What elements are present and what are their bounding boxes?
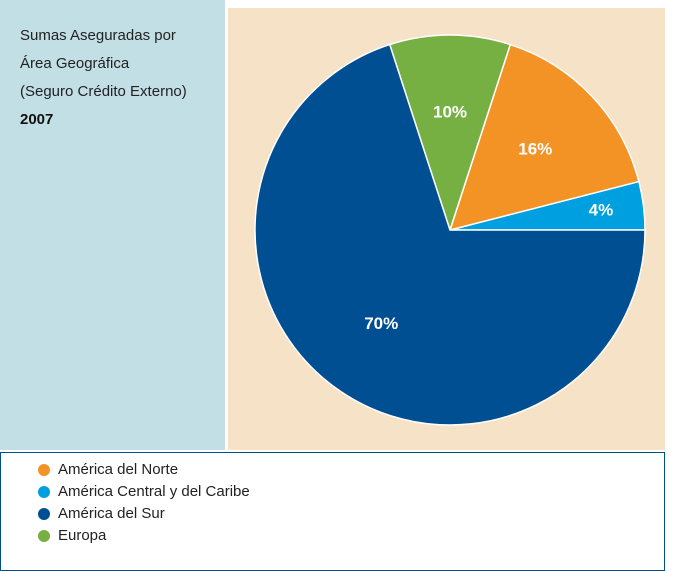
legend: América del Norte América Central y del C… — [38, 461, 250, 544]
pie-slice — [254, 43, 646, 426]
pie: 4% 16% 10% 70% — [254, 34, 646, 426]
chart-title: (Seguro Crédito Externo) — [20, 83, 187, 100]
legend-swatch — [38, 464, 50, 476]
legend-label: América del Norte — [58, 461, 178, 478]
data-label: 70% — [364, 314, 398, 333]
data-label: 16% — [518, 139, 552, 158]
legend-label: Europa — [58, 527, 107, 544]
pie-slice — [388, 34, 512, 233]
legend-swatch — [38, 530, 50, 542]
chart-subtitle: 2007 — [20, 111, 53, 128]
data-label: 4% — [589, 200, 614, 219]
legend-swatch — [38, 508, 50, 520]
legend-label: América Central y del Caribe — [58, 483, 250, 500]
legend-swatch — [38, 486, 50, 498]
side-panel — [0, 0, 225, 450]
legend-box — [0, 452, 665, 571]
chart-title: Área Geográfica — [20, 55, 130, 72]
chart-title: Sumas Aseguradas por — [20, 27, 176, 44]
legend-label: América del Sur — [58, 505, 165, 522]
data-label: 10% — [433, 102, 467, 121]
pie-slice — [448, 43, 640, 232]
